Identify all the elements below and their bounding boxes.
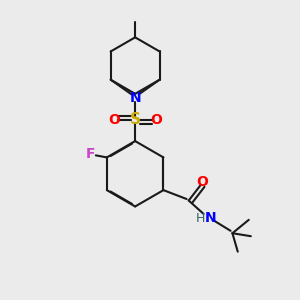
Text: O: O	[196, 175, 208, 189]
Text: H: H	[196, 212, 205, 225]
Text: N: N	[205, 212, 217, 225]
Text: F: F	[86, 148, 95, 161]
Text: N: N	[129, 91, 141, 105]
Text: S: S	[130, 112, 141, 127]
Text: O: O	[151, 113, 163, 127]
Text: O: O	[108, 113, 120, 127]
